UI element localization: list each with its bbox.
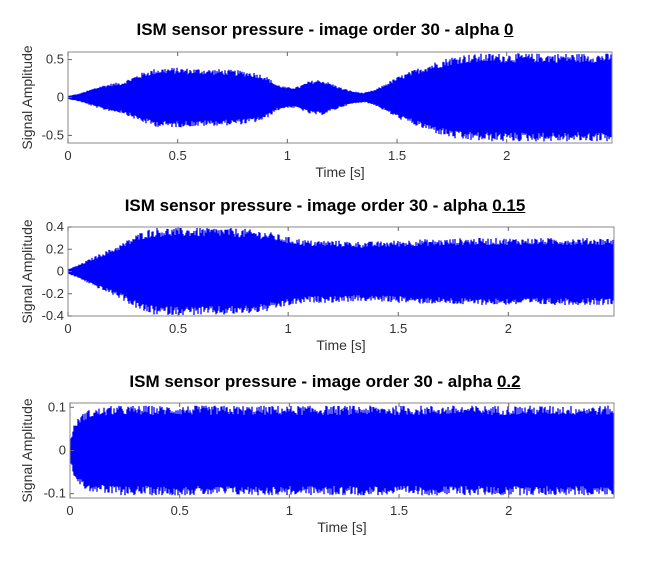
x-tick-label: 2 (503, 148, 510, 163)
chart-title: ISM sensor pressure - image order 30 - a… (0, 196, 650, 216)
y-axis-label: Signal Amplitude (19, 398, 35, 503)
y-tick-label: 0.2 (46, 241, 64, 256)
y-tick-label: 0 (57, 264, 64, 279)
x-tick-label: 1 (285, 321, 292, 336)
signal-trace (70, 405, 614, 496)
x-axis-label: Time [s] (315, 164, 364, 180)
x-tick-label: 0.5 (169, 148, 187, 163)
y-tick-label: 0.4 (46, 219, 64, 234)
x-tick-label: 2 (505, 321, 512, 336)
y-tick-label: 0.1 (48, 399, 66, 414)
x-tick-label: 0 (64, 148, 71, 163)
y-tick-label: 0 (59, 443, 66, 458)
y-tick-label: 0 (57, 90, 64, 105)
title-prefix: ISM sensor pressure - image order 30 - a… (124, 196, 493, 215)
signal-series (70, 405, 614, 496)
y-tick-label: -0.4 (42, 308, 64, 323)
title-alpha: 0 (504, 20, 514, 39)
y-axis-label: Signal Amplitude (19, 219, 35, 324)
y-tick-label: 0.5 (46, 52, 64, 67)
x-axis-label: Time [s] (316, 337, 365, 353)
x-tick-label: 0 (66, 503, 73, 518)
x-tick-label: 1.5 (389, 321, 407, 336)
x-tick-label: 0.5 (169, 321, 187, 336)
y-axis-label: Signal Amplitude (19, 45, 35, 150)
y-tick-label: -0.1 (44, 486, 66, 501)
x-axis-label: Time [s] (317, 519, 366, 535)
title-prefix: ISM sensor pressure - image order 30 - a… (129, 372, 497, 391)
x-tick-label: 2 (505, 503, 512, 518)
y-tick-label: -0.2 (42, 286, 64, 301)
chart-title: ISM sensor pressure - image order 30 - a… (0, 372, 650, 392)
x-tick-label: 1 (286, 503, 293, 518)
chart-plot-2: 0 0.5 1 1.5 2 0.4 0.2 0 -0.2 -0.4 Time [s] Signal A… (19, 219, 615, 353)
x-tick-label: 0.5 (171, 503, 189, 518)
chart-title: ISM sensor pressure - image order 30 - a… (0, 20, 650, 40)
x-tick-label: 0 (64, 321, 71, 336)
x-tick-label: 1.5 (390, 503, 408, 518)
x-tick-label: 1 (284, 148, 291, 163)
title-alpha: 0.15 (492, 196, 526, 215)
title-alpha: 0.2 (496, 372, 521, 391)
title-prefix: ISM sensor pressure - image order 30 - a… (136, 20, 505, 39)
y-tick-label: -0.5 (42, 127, 64, 142)
x-tick-label: 1.5 (388, 148, 406, 163)
